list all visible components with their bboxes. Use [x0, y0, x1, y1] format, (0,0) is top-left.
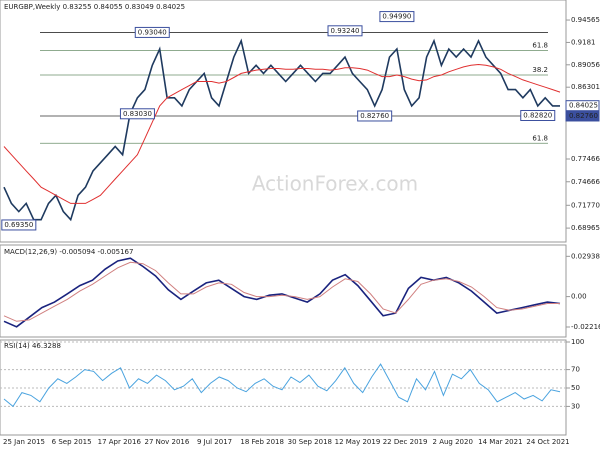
annotation-box [379, 11, 415, 23]
y-tick-label: 0.71770 [571, 201, 600, 209]
x-tick-label: 24 Oct 2021 [526, 438, 569, 446]
y-tick-label: 0.94565 [571, 16, 600, 24]
annotation-label: 0.93040 [138, 28, 167, 36]
y-tick-label: -0.022161 [571, 323, 600, 331]
annotation-label: 0.69350 [4, 221, 33, 229]
price-tag [565, 110, 600, 122]
x-tick-label: 6 Sep 2015 [52, 438, 92, 446]
x-tick-label: 14 Mar 2021 [478, 438, 522, 446]
price-tag-label: 0.82760 [569, 112, 598, 120]
chart-title: EURGBP,Weekly 0.83255 0.84055 0.83049 0.… [4, 3, 185, 11]
x-tick-label: 22 Dec 2019 [383, 438, 428, 446]
y-tick-label: 0.68965 [571, 224, 600, 232]
y-tick-label: 0.74666 [571, 178, 600, 186]
x-tick-label: 17 Apr 2016 [98, 438, 142, 446]
series-line [3, 257, 561, 328]
series-line [3, 63, 561, 204]
x-tick-label: 12 May 2019 [335, 438, 381, 446]
y-tick-label: 0.89056 [571, 61, 600, 69]
annotation-label: 0.93240 [331, 27, 360, 35]
y-tick-label: 50 [571, 384, 580, 392]
annotation-label: 0.94990 [382, 13, 411, 21]
fib-label: 61.8 [532, 134, 548, 142]
annotation-box [327, 25, 363, 37]
x-tick-label: 2 Aug 2020 [433, 438, 473, 446]
macd-panel [0, 244, 567, 338]
annotation-label: 0.83030 [123, 110, 152, 118]
series-line [3, 363, 561, 408]
price-panel [0, 0, 567, 243]
annotation-box [119, 108, 155, 120]
annotation-box [520, 109, 556, 121]
y-tick-label: 0.9181 [571, 38, 596, 46]
x-tick-label: 18 Feb 2018 [240, 438, 284, 446]
price-tag-label: 0.84025 [569, 102, 598, 110]
annotation-box [357, 110, 393, 122]
y-tick-label: 0.029387 [571, 252, 600, 260]
annotation-box [1, 219, 37, 231]
macd-title: MACD(12,26,9) -0.005094 -0.005167 [4, 248, 133, 256]
series-line [3, 261, 560, 322]
annotation-box [134, 26, 170, 38]
annotation-label: 0.82820 [523, 111, 552, 119]
y-tick-label: 0.00 [571, 293, 587, 301]
series-line [3, 38, 560, 222]
y-tick-label: 0.86301 [571, 83, 600, 91]
y-tick-label: 100 [571, 338, 584, 346]
rsi-title: RSI(14) 46.3288 [4, 342, 61, 350]
x-tick-label: 27 Nov 2016 [144, 438, 189, 446]
fib-label: 38.2 [532, 66, 548, 74]
x-tick-label: 25 Jan 2015 [3, 438, 45, 446]
x-tick-label: 30 Sep 2018 [288, 438, 332, 446]
y-tick-label: 0.77466 [571, 155, 600, 163]
y-tick-label: 30 [571, 402, 580, 410]
y-tick-label: 70 [571, 366, 580, 374]
annotation-label: 0.82760 [360, 112, 389, 120]
x-tick-label: 9 Jul 2017 [197, 438, 232, 446]
watermark: ActionForex.com [252, 172, 418, 196]
fib-label: 61.8 [532, 42, 548, 50]
